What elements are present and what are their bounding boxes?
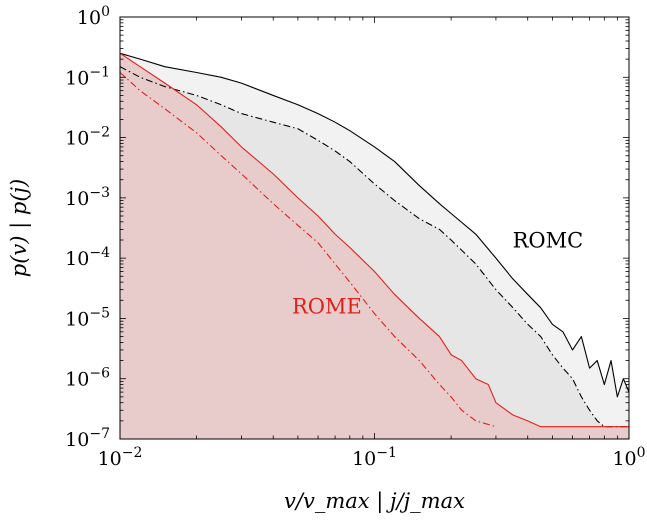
- y-tick-label: 100: [77, 4, 110, 29]
- y-tick-label: 10−2: [65, 125, 110, 150]
- series-lines: [119, 52, 630, 428]
- y-tick-label: 10−7: [65, 426, 110, 451]
- y-axis-label: p(v) | p(j): [7, 179, 32, 277]
- x-axis-label: v/v_max | j/j_max: [284, 489, 465, 514]
- y-tick-label: 10−4: [65, 245, 110, 270]
- y-tick-label: 10−1: [65, 64, 110, 89]
- series-fills: [120, 53, 629, 440]
- y-tick-label: 10−6: [65, 366, 110, 391]
- line-romc-j: [119, 66, 629, 428]
- x-tick-label: 10−2: [98, 445, 143, 470]
- axis-ticks: [119, 16, 630, 440]
- x-tick-label: 10−1: [352, 445, 397, 470]
- line-rome-v: [119, 52, 629, 428]
- tick-labels: 10−2 10−1 100 10−7 10−6 10−5 10−4 10−3 10−2 10−1 1…: [65, 4, 645, 470]
- line-romc-v: [119, 52, 630, 398]
- y-tick-label: 10−5: [65, 305, 110, 330]
- series-annotations: ROMC ROME: [292, 229, 583, 319]
- area-rome-v: [120, 53, 629, 440]
- line-rome-j: [119, 72, 497, 428]
- x-tick-label: 100: [612, 445, 645, 470]
- label-rome: ROME: [292, 295, 362, 319]
- y-tick-label: 10−3: [65, 185, 110, 210]
- label-romc: ROMC: [513, 229, 584, 253]
